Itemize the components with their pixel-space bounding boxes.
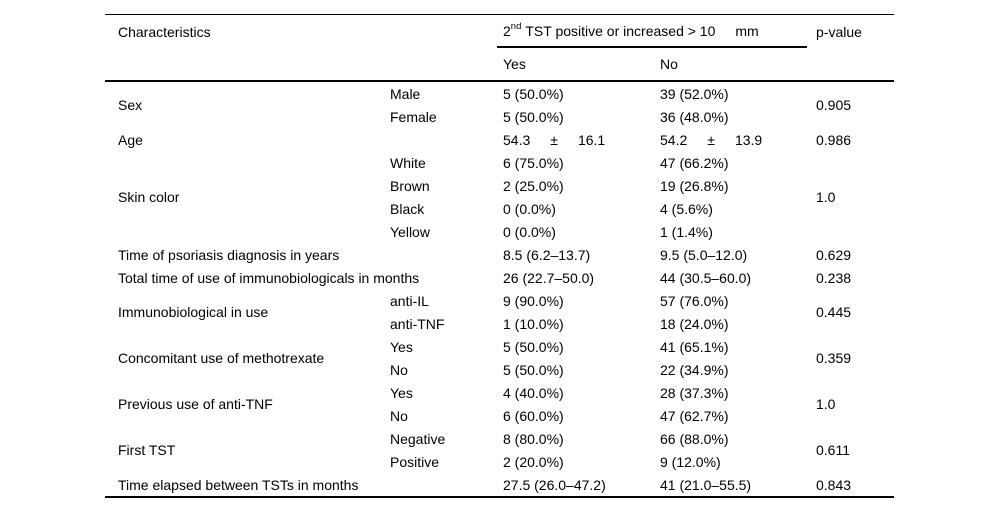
cell-no: 47 (62.7%) <box>660 407 729 424</box>
row-sublabel: White <box>390 154 426 171</box>
cell-no: 9 (12.0%) <box>660 453 721 470</box>
cell-no: 36 (48.0%) <box>660 108 729 125</box>
cell-no: 22 (34.9%) <box>660 361 729 378</box>
cell-yes: 27.5 (26.0–47.2) <box>503 476 606 493</box>
cell-no: 39 (52.0%) <box>660 85 729 102</box>
cell-no: 19 (26.8%) <box>660 177 729 194</box>
cell-pvalue: 0.843 <box>816 476 852 493</box>
cell-yes: 9 (90.0%) <box>503 292 564 309</box>
row-sublabel: Yes <box>390 384 413 401</box>
col-header-p-value: p-value <box>816 23 862 40</box>
cell-no: 44 (30.5–60.0) <box>660 269 752 286</box>
row-sublabel: anti-TNF <box>390 315 445 332</box>
row-label-sex: Sex <box>118 97 143 113</box>
cell-yes: 2 (20.0%) <box>503 453 564 470</box>
cell-yes: 6 (75.0%) <box>503 154 564 171</box>
row-sublabel: Brown <box>390 177 430 194</box>
cell-no: 54.2 ± 13.9 <box>660 128 816 151</box>
cell-no: 41 (21.0–55.5) <box>660 476 752 493</box>
cell-yes: 5 (50.0%) <box>503 338 564 355</box>
cell-no: 4 (5.6%) <box>660 200 713 217</box>
row-sublabel: No <box>390 407 408 424</box>
sd-value: 16.1 <box>577 131 606 148</box>
row-label-age: Age <box>118 131 143 148</box>
cell-yes: 5 (50.0%) <box>503 85 564 102</box>
row-sublabel: Female <box>390 108 437 125</box>
cell-yes: 2 (25.0%) <box>503 177 564 194</box>
mean-value: 54.2 <box>660 131 688 148</box>
cell-no: 41 (65.1%) <box>660 338 729 355</box>
cell-yes: 4 (40.0%) <box>503 384 564 401</box>
cell-pvalue: 1.0 <box>816 189 836 205</box>
row-sublabel: Male <box>390 85 421 102</box>
cell-no: 57 (76.0%) <box>660 292 729 309</box>
row-label-first-tst: First TST <box>118 442 176 458</box>
cell-yes: 5 (50.0%) <box>503 108 564 125</box>
cell-pvalue: 0.905 <box>816 97 852 113</box>
col-header-yes: Yes <box>503 56 526 72</box>
span-text: TST positive or increased > 10 <box>525 22 716 39</box>
cell-yes: 8 (80.0%) <box>503 430 564 447</box>
row-label-immunobiological-in-use: Immunobiological in use <box>118 304 269 320</box>
cell-pvalue: 0.986 <box>816 131 852 148</box>
cell-no: 18 (24.0%) <box>660 315 729 332</box>
cell-yes: 26 (22.7–50.0) <box>503 269 595 286</box>
row-label-time-between-tsts: Time elapsed between TSTs in months <box>118 476 359 493</box>
row-label-previous-anti-tnf: Previous use of anti-TNF <box>118 396 273 412</box>
cell-no: 1 (1.4%) <box>660 223 713 240</box>
col-header-characteristics: Characteristics <box>118 23 211 40</box>
cell-pvalue: 0.238 <box>816 269 852 286</box>
span-prefix: 2 <box>503 22 511 39</box>
row-label-methotrexate: Concomitant use of methotrexate <box>118 350 325 366</box>
row-sublabel: Positive <box>390 453 440 470</box>
cell-pvalue: 0.359 <box>816 350 852 366</box>
row-sublabel: Black <box>390 200 425 217</box>
row-sublabel: No <box>390 361 408 378</box>
cell-yes: 6 (60.0%) <box>503 407 564 424</box>
sd-value: 13.9 <box>734 131 763 148</box>
cell-pvalue: 0.445 <box>816 304 852 320</box>
row-sublabel: Yellow <box>390 223 430 240</box>
mean-value: 54.3 <box>503 131 531 148</box>
cell-pvalue: 1.0 <box>816 396 836 412</box>
cell-yes: 8.5 (6.2–13.7) <box>503 246 591 263</box>
cell-yes: 5 (50.0%) <box>503 361 564 378</box>
table-body: Sex Male 5 (50.0%) 39 (52.0%) Female 5 (… <box>105 82 894 498</box>
cell-pvalue: 0.611 <box>816 442 850 458</box>
cell-no: 9.5 (5.0–12.0) <box>660 246 748 263</box>
cell-yes: 1 (10.0%) <box>503 315 564 332</box>
cell-no: 66 (88.0%) <box>660 430 729 447</box>
cell-no: 28 (37.3%) <box>660 384 729 401</box>
row-sublabel: anti-IL <box>390 292 429 309</box>
row-sublabel: Yes <box>390 338 413 355</box>
cell-yes: 0 (0.0%) <box>503 200 556 217</box>
row-label-psoriasis-diagnosis-time: Time of psoriasis diagnosis in years <box>118 246 340 263</box>
cell-no: 47 (66.2%) <box>660 154 729 171</box>
plus-minus-sign: ± <box>707 131 715 148</box>
row-label-skin-color: Skin color <box>118 189 180 205</box>
col-header-no: No <box>660 56 678 72</box>
plus-minus-sign: ± <box>550 131 558 148</box>
cell-yes: 54.3 ± 16.1 <box>503 128 660 151</box>
row-sublabel: Negative <box>390 430 446 447</box>
cell-pvalue: 0.629 <box>816 246 852 263</box>
cell-yes: 0 (0.0%) <box>503 223 556 240</box>
span-unit: mm <box>735 22 759 39</box>
row-label-immunobiologicals-total-time: Total time of use of immunobiologicals i… <box>118 269 420 286</box>
